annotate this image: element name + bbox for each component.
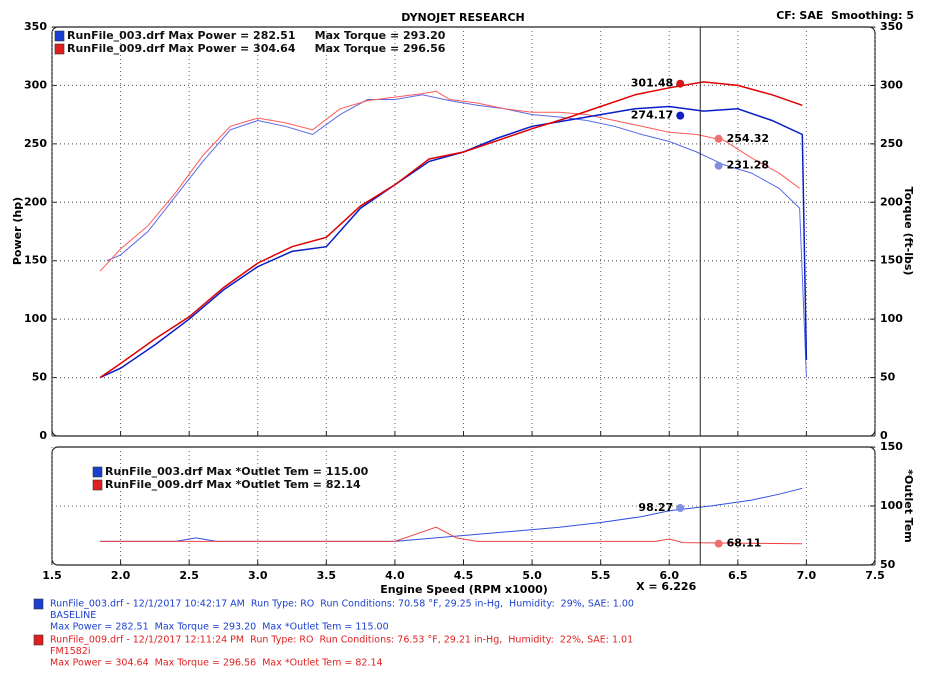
legend-label: RunFile_003.drf Max Power = 282.51 Max T… — [67, 29, 446, 42]
x-tick-label: 7.0 — [797, 569, 817, 582]
footer-line: FM1582i — [50, 646, 90, 657]
annotation-label: 231.28 — [727, 159, 769, 172]
footer-line: RunFile_009.drf - 12/1/2017 12:11:24 PM … — [50, 635, 633, 646]
x-tick-label: 6.5 — [728, 569, 748, 582]
x-tick-label: 5.5 — [591, 569, 611, 582]
x-tick-label: 4.5 — [454, 569, 474, 582]
series-line — [99, 81, 803, 379]
y-axis-title: Power (hp) — [11, 197, 24, 265]
y-tick-label: 50 — [32, 371, 48, 384]
y2-tick-label: 200 — [880, 195, 903, 208]
y2-tick-label: 250 — [880, 137, 903, 150]
annotation-label: 274.17 — [631, 109, 673, 122]
annotation-marker — [714, 539, 723, 548]
footer-line: Max Power = 304.64 Max Torque = 296.56 M… — [50, 658, 383, 669]
y-tick-label: 100 — [24, 312, 47, 325]
y-tick-label: 0 — [39, 429, 47, 442]
annotation-marker — [676, 111, 685, 120]
x-tick-label: 3.5 — [317, 569, 337, 582]
annotation-label: 98.27 — [638, 501, 673, 514]
legend-label: RunFile_009.drf Max *Outlet Tem = 82.14 — [105, 478, 361, 491]
annotation-label: 68.11 — [727, 537, 762, 550]
series-line — [106, 94, 807, 378]
annotation-marker — [676, 504, 685, 513]
annotation-marker — [676, 79, 685, 88]
annotation-label: 254.32 — [727, 132, 769, 145]
settings: CF: SAE Smoothing: 5 — [776, 9, 914, 22]
legend-swatch — [54, 43, 65, 55]
annotation-marker — [714, 161, 723, 170]
y2-tick-label: 100 — [880, 312, 903, 325]
annotation-marker — [714, 134, 723, 143]
footer-line: BASELINE — [50, 610, 96, 621]
chart-title: DYNOJET RESEARCH — [401, 11, 524, 24]
x-tick-label: 3.0 — [248, 569, 268, 582]
legend-swatch — [92, 466, 103, 478]
legend-swatch — [92, 479, 103, 491]
y2-axis-title: *Outlet Tem — [902, 469, 915, 542]
x-tick-label: 7.5 — [865, 569, 885, 582]
legend-swatch — [54, 30, 65, 42]
legend-label: RunFile_009.drf Max Power = 304.64 Max T… — [67, 42, 446, 55]
y2-tick-label: 300 — [880, 78, 903, 91]
footer-swatch — [33, 634, 44, 646]
y-tick-label: 250 — [24, 137, 47, 150]
y2-tick-label: 50 — [880, 558, 896, 571]
x-axis-title: Engine Speed (RPM x1000) — [380, 583, 548, 596]
cursor-label: X = 6.226 — [636, 580, 696, 593]
y2-axis-title: Torque (ft-lbs) — [902, 187, 915, 276]
series-line — [100, 526, 803, 545]
x-tick-label: 1.5 — [42, 569, 62, 582]
y-tick-label: 300 — [24, 78, 47, 91]
x-tick-label: 2.5 — [179, 569, 199, 582]
x-tick-label: 4.0 — [385, 569, 405, 582]
y2-tick-label: 0 — [880, 429, 888, 442]
y2-tick-label: 150 — [880, 254, 903, 267]
y-tick-label: 150 — [24, 254, 47, 267]
y2-tick-label: 100 — [880, 499, 903, 512]
y-tick-label: 350 — [24, 20, 47, 33]
x-tick-label: 2.0 — [111, 569, 131, 582]
annotation-label: 301.48 — [631, 77, 673, 90]
series-line — [99, 90, 800, 272]
x-tick-label: 5.0 — [522, 569, 542, 582]
y2-tick-label: 350 — [880, 20, 903, 33]
x-tick-label: 6.0 — [660, 569, 680, 582]
y2-tick-label: 50 — [880, 371, 896, 384]
footer-swatch — [33, 598, 44, 610]
legend-label: RunFile_003.drf Max *Outlet Tem = 115.00 — [105, 465, 369, 478]
y2-tick-label: 150 — [880, 440, 903, 453]
footer-line: Max Power = 282.51 Max Torque = 293.20 M… — [50, 622, 389, 633]
series-line — [100, 487, 803, 542]
y-tick-label: 200 — [24, 195, 47, 208]
footer-line: RunFile_003.drf - 12/1/2017 10:42:17 AM … — [50, 599, 634, 610]
